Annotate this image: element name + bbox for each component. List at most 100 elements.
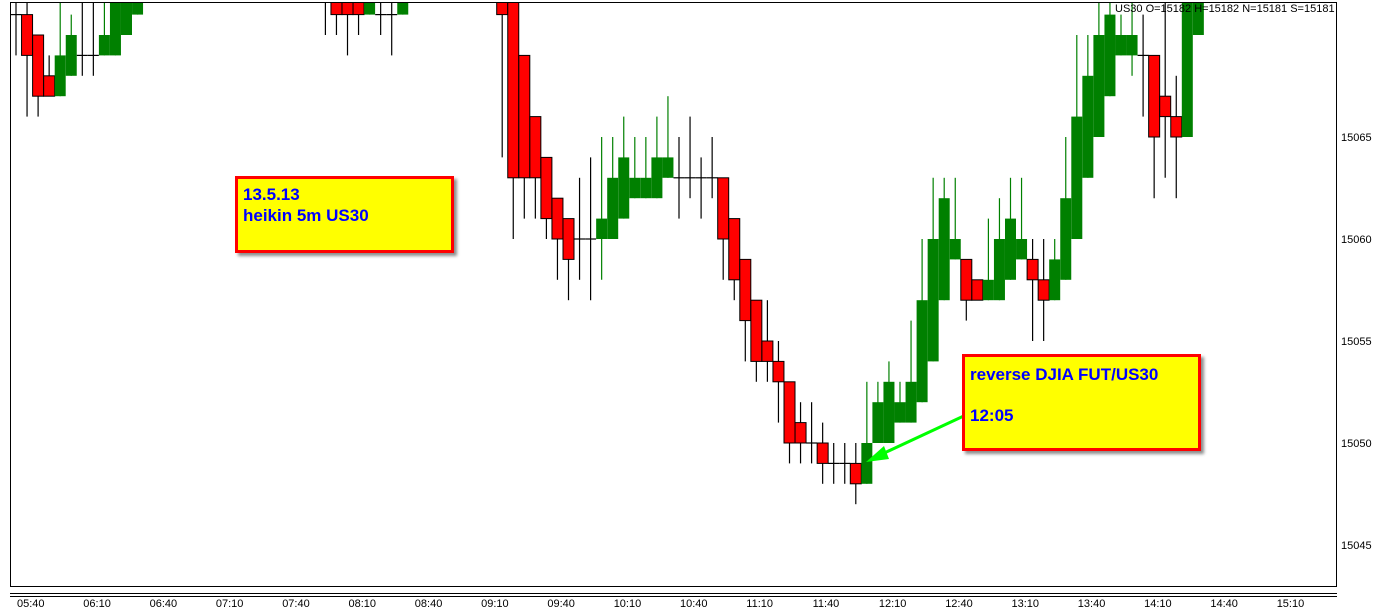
candle-body-bearish <box>540 156 553 220</box>
x-tick-label: 12:40 <box>945 598 973 610</box>
candle <box>1148 54 1161 199</box>
candle-body-bearish <box>32 34 45 97</box>
x-tick-label: 13:10 <box>1012 598 1040 610</box>
candle-body-bearish <box>43 75 56 97</box>
y-tick-label: 15065 <box>1341 132 1372 144</box>
candle-body-bearish <box>783 381 796 444</box>
candle-body-bullish <box>905 381 917 423</box>
symbol-ohlc-readout: US30 O=15182 H=15182 N=15181 S=15181 <box>1115 3 1335 15</box>
candle <box>982 218 994 301</box>
candle-body-bullish <box>894 402 906 423</box>
candle <box>507 3 520 239</box>
annotation-reverse-time: 12:05 <box>970 406 1014 425</box>
plot-frame <box>10 2 1337 587</box>
candle-body-bullish <box>927 239 939 362</box>
candle-body-bullish <box>872 402 884 443</box>
candle <box>1093 3 1105 137</box>
candle-body-bullish <box>949 239 961 260</box>
candle <box>11 3 22 56</box>
y-tick-label: 15050 <box>1341 438 1372 450</box>
candle <box>993 198 1005 301</box>
candle-body-bullish <box>1093 35 1105 137</box>
x-tick-label: 14:10 <box>1144 598 1172 610</box>
candle <box>1181 3 1193 138</box>
candle-body-bearish <box>849 462 862 485</box>
candle-body-bullish <box>1016 239 1028 260</box>
candle-body-bullish <box>916 300 928 403</box>
candle <box>324 3 326 35</box>
x-tick-label: 08:10 <box>349 598 377 610</box>
candle-body-bearish <box>1170 116 1183 138</box>
candle-body-bullish <box>397 3 409 15</box>
x-tick-label: 10:10 <box>614 598 642 610</box>
candle-body-bearish <box>529 116 542 179</box>
candle <box>1016 177 1028 260</box>
candle <box>364 3 376 15</box>
annotation-box-title: 13.5.13 heikin 5m US30 <box>235 176 454 253</box>
candle <box>1104 3 1116 97</box>
candle <box>816 422 829 484</box>
candle <box>949 177 961 260</box>
x-tick-label: 14:40 <box>1210 598 1238 610</box>
candle-body-bearish <box>772 360 785 383</box>
candle <box>54 3 66 97</box>
candle-body-bullish <box>1126 35 1138 56</box>
candle <box>728 218 741 301</box>
candle <box>1126 3 1138 76</box>
candle <box>883 361 895 443</box>
candle <box>551 197 564 280</box>
candles-group <box>11 3 1204 505</box>
candle <box>905 320 917 423</box>
candle-body-bearish <box>1026 258 1039 281</box>
candle-body-bullish <box>982 279 994 301</box>
y-tick-label: 15055 <box>1341 336 1372 348</box>
candle <box>960 258 973 321</box>
candle <box>673 137 685 219</box>
candle-body-bearish <box>816 442 829 464</box>
candle-body-bullish <box>54 55 66 97</box>
candle-body-bullish <box>1115 35 1127 56</box>
candle <box>43 55 56 97</box>
y-axis: 15045 15050 15055 15060 15065 <box>1341 132 1372 552</box>
candle <box>87 3 99 76</box>
candle-body-bearish <box>761 340 774 362</box>
candle <box>651 116 663 199</box>
y-tick-label: 15060 <box>1341 234 1372 246</box>
candle-body-bearish <box>518 54 531 179</box>
candle-body-bullish <box>640 177 652 199</box>
candle <box>695 157 707 219</box>
candle <box>806 402 818 464</box>
candle <box>1137 14 1149 117</box>
candle-body-bearish <box>739 258 752 322</box>
candle <box>529 116 542 219</box>
candle-body-bullish <box>607 177 619 239</box>
candle-body-bearish <box>794 422 807 444</box>
candle <box>596 137 608 280</box>
x-tick-label: 11:40 <box>813 598 840 610</box>
candle <box>629 137 641 199</box>
candle-body-bearish <box>507 3 520 179</box>
candle-body-bullish <box>1060 198 1072 280</box>
candle-body-bullish <box>651 157 663 199</box>
candle-body-bearish <box>1159 95 1172 118</box>
candle <box>717 177 730 280</box>
candle <box>574 177 586 280</box>
candle <box>1060 137 1072 280</box>
candle <box>750 299 763 382</box>
candle <box>98 3 110 56</box>
candle <box>397 3 409 15</box>
candle <box>938 177 950 301</box>
candle <box>839 443 851 484</box>
candle <box>861 381 873 484</box>
candle-body-bullish <box>98 35 110 56</box>
candle <box>1115 14 1127 56</box>
candle-body-bullish <box>364 3 376 15</box>
candle <box>496 3 509 158</box>
candle <box>330 3 343 35</box>
candle-body-bullish <box>132 3 144 15</box>
candle-body-bearish <box>352 3 365 16</box>
x-tick-label: 06:10 <box>83 598 111 610</box>
candle <box>352 3 365 35</box>
candle <box>916 239 928 403</box>
